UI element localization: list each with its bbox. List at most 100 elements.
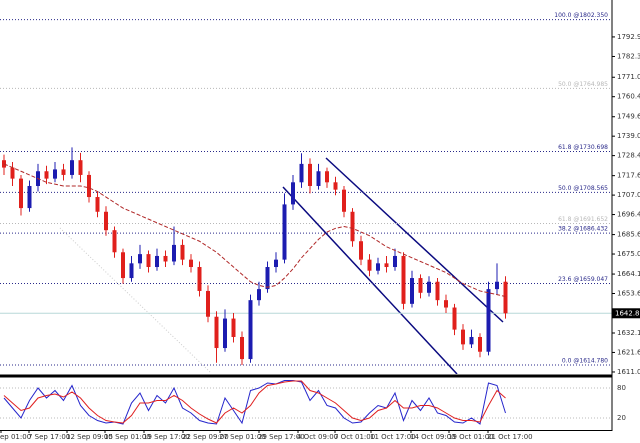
- axes: 1792.950 1782.330 1771.050 1760.490 1749.610…: [0, 33, 640, 441]
- current-price-box: [612, 308, 640, 319]
- x-tick-label: 27 Sep 01:00: [219, 433, 266, 441]
- candle-body: [478, 336, 482, 352]
- y-tick-label: 1739.050: [617, 132, 640, 140]
- y-tick-label: 1696.490: [617, 211, 640, 219]
- y-tick-label: 1749.610: [617, 113, 640, 121]
- moving-average: [3, 163, 506, 297]
- oscillator-line: [3, 380, 506, 424]
- fib-label: 38.2 @1686.432: [558, 226, 608, 233]
- candle-body: [214, 316, 219, 349]
- x-tick-label: 14 Oct 09:00: [410, 433, 456, 441]
- candle-body: [138, 254, 142, 264]
- current-price-label: 1642.870: [615, 309, 640, 317]
- candle-body: [495, 281, 499, 290]
- candle-body: [461, 329, 465, 345]
- x-tick-label: 21 Oct 17:00: [487, 433, 533, 441]
- x-tick-label: 7 Oct 01:00: [334, 433, 375, 441]
- candle-body: [87, 174, 91, 198]
- candle-body: [418, 278, 423, 293]
- candle-body: [384, 263, 389, 268]
- fib-label: 50.0 @1764.985: [558, 81, 608, 88]
- candle-body: [61, 169, 66, 175]
- y-tick-label: 1621.610: [617, 348, 640, 356]
- fib-label: 50.0 @1708.565: [558, 185, 608, 192]
- candle-body: [316, 171, 321, 186]
- y-tick-label: 1782.330: [617, 52, 640, 60]
- candle-body: [146, 254, 151, 268]
- candle-body: [452, 307, 457, 330]
- fib-label: 23.6 @1659.047: [558, 276, 608, 283]
- y-tick-label: 1653.610: [617, 290, 640, 298]
- candle-body: [197, 267, 202, 291]
- candle-body: [333, 182, 338, 190]
- candle-body: [393, 255, 397, 268]
- candle-body: [325, 171, 329, 183]
- candle-body: [180, 244, 185, 260]
- y-tick-label: 1728.490: [617, 152, 640, 160]
- candle-body: [367, 259, 372, 271]
- candle-body: [44, 171, 49, 179]
- x-tick-label: ep 01:00: [0, 433, 31, 441]
- y-tick-label: 1771.050: [617, 73, 640, 81]
- y-tick-label: 1675.050: [617, 250, 640, 258]
- y-tick-label: 80: [617, 384, 626, 392]
- candle-body: [104, 211, 108, 231]
- candle-body: [469, 336, 474, 345]
- y-tick-label: 1664.170: [617, 270, 640, 278]
- candle-body: [155, 255, 159, 268]
- candle-body: [112, 230, 117, 253]
- candle-body: [206, 290, 210, 317]
- candle-body: [486, 289, 491, 352]
- candle-body: [299, 163, 304, 183]
- fib-label: 61.8 @1730.698: [558, 144, 608, 151]
- candle-body: [78, 160, 83, 175]
- candle-body: [240, 336, 244, 360]
- candle-body: [172, 244, 176, 262]
- price-panel: 100.0 @1802.350 50.0 @1764.985 61.8 @1730.…: [0, 12, 612, 374]
- candle-body: [163, 255, 168, 262]
- candle-body: [121, 252, 125, 279]
- candle-body: [350, 211, 355, 242]
- candle-body: [265, 267, 270, 290]
- candle-body: [223, 318, 227, 349]
- x-tick-label: 4 Oct 09:00: [297, 433, 338, 441]
- y-tick-label: 1760.490: [617, 93, 640, 101]
- candle-body: [27, 185, 32, 209]
- x-tick-label: 19 Oct 01:00: [448, 433, 494, 441]
- y-tick-label: 1685.610: [617, 231, 640, 239]
- y-tick-label: 1707.050: [617, 191, 640, 199]
- fib-label: 100.0 @1802.350: [554, 12, 608, 19]
- x-tick-label: 22 Sep 09:00: [182, 433, 229, 441]
- candle-body: [503, 281, 508, 314]
- candle-body: [342, 189, 346, 212]
- candle-body: [248, 300, 253, 360]
- candle-body: [435, 281, 440, 301]
- candle-body: [95, 197, 100, 212]
- candle-body: [427, 281, 431, 293]
- candle-body: [189, 259, 193, 268]
- x-tick-label: 15 Sep 01:00: [104, 433, 151, 441]
- y-tick-label: 20: [617, 414, 626, 422]
- candle-body: [308, 163, 312, 186]
- candle-body: [19, 178, 23, 209]
- candle-body: [274, 259, 278, 268]
- channel-upper: [325, 157, 504, 323]
- y-tick-label: 1717.610: [617, 172, 640, 180]
- y-tick-label: 1792.950: [617, 33, 640, 41]
- x-tick-label: 12 Sep 09:00: [66, 433, 113, 441]
- candle-body: [291, 182, 295, 205]
- candle-body: [376, 263, 380, 271]
- candle-body: [129, 263, 134, 279]
- x-tick-label: 19 Sep 17:00: [143, 433, 190, 441]
- candle-body: [70, 160, 74, 175]
- candle-body: [282, 204, 287, 260]
- stochastic-panel: [0, 380, 612, 425]
- y-tick-label: 1632.170: [617, 329, 640, 337]
- candle-body: [410, 278, 414, 304]
- fib-label: 0.0 @1614.780: [562, 358, 608, 365]
- fib-label: 61.8 @1691.652: [558, 216, 608, 223]
- oscillator-line: [3, 380, 506, 425]
- candle-body: [401, 255, 406, 304]
- candle-body: [444, 300, 448, 308]
